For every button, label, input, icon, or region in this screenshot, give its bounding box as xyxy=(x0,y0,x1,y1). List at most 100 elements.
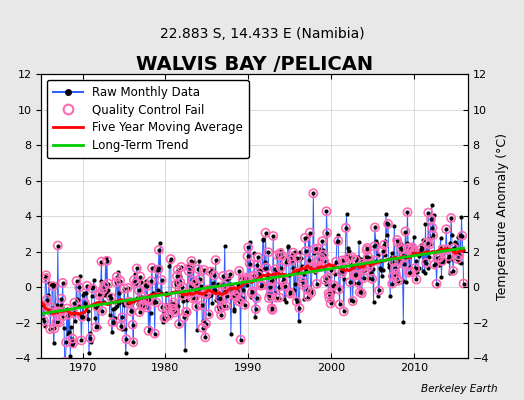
Point xyxy=(225,271,234,278)
Point xyxy=(282,258,290,265)
Point xyxy=(409,246,417,253)
Point xyxy=(425,241,434,248)
Point xyxy=(454,252,463,258)
Point xyxy=(377,267,385,273)
Point xyxy=(458,246,467,253)
Point xyxy=(171,309,179,316)
Point xyxy=(148,265,156,271)
Point xyxy=(52,319,61,325)
Point xyxy=(130,277,138,283)
Point xyxy=(135,309,144,315)
Point xyxy=(173,273,181,279)
Point xyxy=(125,300,133,306)
Point xyxy=(436,235,445,242)
Point xyxy=(376,258,385,264)
Point xyxy=(267,278,275,284)
Point xyxy=(361,262,369,269)
Point xyxy=(94,324,103,330)
Point xyxy=(100,282,108,289)
Point xyxy=(460,280,468,287)
Point xyxy=(295,305,303,311)
Point xyxy=(429,232,438,238)
Point xyxy=(241,302,249,308)
Point xyxy=(61,359,69,365)
Point xyxy=(289,250,298,256)
Point xyxy=(137,303,146,309)
Point xyxy=(42,272,50,278)
Point xyxy=(305,256,313,263)
Point xyxy=(288,257,296,264)
Point xyxy=(59,313,68,319)
Point xyxy=(170,307,178,314)
Point xyxy=(187,258,195,264)
Point xyxy=(120,286,128,292)
Point xyxy=(172,281,180,288)
Point xyxy=(417,246,425,252)
Point xyxy=(231,292,239,298)
Point xyxy=(191,294,199,301)
Point xyxy=(106,292,115,298)
Point xyxy=(302,266,311,273)
Point xyxy=(201,334,210,341)
Point xyxy=(275,294,283,301)
Point xyxy=(127,308,135,314)
Point xyxy=(124,299,133,305)
Point xyxy=(74,303,83,309)
Point xyxy=(149,300,158,306)
Point xyxy=(158,304,167,311)
Point xyxy=(413,269,421,276)
Point xyxy=(260,266,268,272)
Point xyxy=(135,287,143,294)
Point xyxy=(144,328,152,334)
Point xyxy=(445,253,453,260)
Point xyxy=(458,232,466,239)
Point xyxy=(346,279,354,285)
Point xyxy=(179,298,188,305)
Point xyxy=(378,273,386,279)
Point xyxy=(180,314,188,321)
Point xyxy=(103,258,111,264)
Point xyxy=(255,272,263,278)
Point xyxy=(239,287,247,293)
Point xyxy=(338,257,346,264)
Point xyxy=(198,302,206,308)
Point xyxy=(70,299,79,306)
Point xyxy=(75,284,83,291)
Point xyxy=(111,304,119,311)
Point xyxy=(199,325,207,331)
Point xyxy=(256,268,264,274)
Point xyxy=(124,285,132,291)
Point xyxy=(358,260,367,267)
Point xyxy=(298,278,307,285)
Point xyxy=(245,276,253,282)
Point xyxy=(229,287,237,294)
Point xyxy=(91,315,100,322)
Point xyxy=(352,256,360,263)
Point xyxy=(340,308,348,315)
Point xyxy=(212,296,221,303)
Point xyxy=(128,322,137,328)
Point xyxy=(250,250,259,256)
Point xyxy=(253,295,261,302)
Point xyxy=(402,240,411,246)
Point xyxy=(441,246,449,252)
Point xyxy=(394,278,402,284)
Point xyxy=(298,278,307,285)
Point xyxy=(189,278,197,284)
Point xyxy=(108,319,117,326)
Point xyxy=(443,246,451,253)
Point xyxy=(441,244,450,251)
Point xyxy=(72,278,81,284)
Point xyxy=(352,256,360,263)
Point xyxy=(184,268,193,274)
Point xyxy=(64,311,72,318)
Point xyxy=(116,278,124,284)
Point xyxy=(185,291,193,298)
Point xyxy=(117,326,126,332)
Point xyxy=(414,265,423,271)
Point xyxy=(344,255,353,261)
Point xyxy=(253,262,261,268)
Point xyxy=(303,286,311,293)
Point xyxy=(161,315,169,321)
Point xyxy=(75,284,83,291)
